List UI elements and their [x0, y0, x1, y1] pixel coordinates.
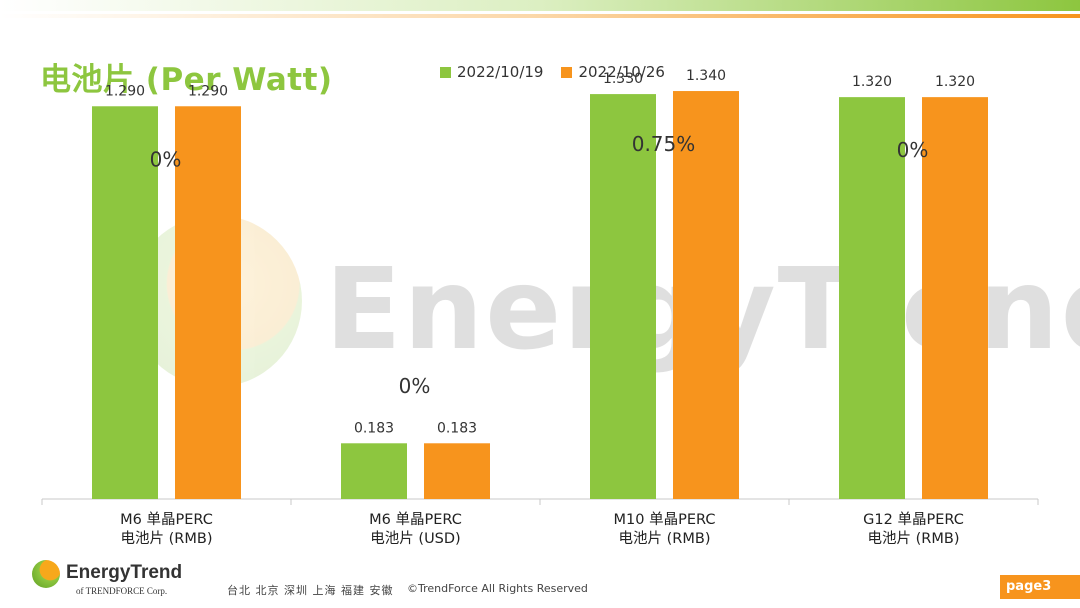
data-label: 1.320	[935, 74, 975, 90]
data-label: 0.183	[354, 420, 394, 436]
top-gradient-bar	[0, 0, 1080, 18]
change-label: 0%	[150, 147, 182, 171]
legend-item-series-1: 2022/10/19	[440, 63, 543, 81]
data-label: 1.340	[686, 68, 726, 84]
x-tick-label: M10 单晶PERC	[614, 511, 716, 528]
footer-cities: 台北 北京 深圳 上海 福建 安徽	[227, 584, 394, 597]
bar-2-cat-3	[673, 91, 739, 500]
data-label: 1.320	[852, 74, 892, 90]
legend-label-series-1: 2022/10/19	[457, 63, 544, 81]
page-number: page3	[1000, 575, 1080, 599]
x-tick-label: 电池片 (USD)	[370, 530, 460, 547]
data-label: 1.290	[105, 83, 145, 99]
data-label: 1.290	[188, 83, 228, 99]
footer-logo: EnergyTrend of TRENDFORCE Corp.	[32, 558, 192, 602]
logo-subtext: of TRENDFORCE Corp.	[76, 586, 168, 596]
data-label: 1.330	[603, 71, 643, 87]
bar-2-cat-1	[175, 106, 241, 500]
bar-2-cat-2	[424, 443, 490, 499]
legend-label-series-2: 2022/10/26	[578, 63, 665, 81]
data-label: 0.183	[437, 420, 477, 436]
chart-legend: 2022/10/19 2022/10/26	[440, 63, 665, 81]
x-tick-label: 电池片 (RMB)	[121, 530, 213, 547]
footer-copyright: ©TrendForce All Rights Reserved	[407, 582, 588, 595]
x-tick-label: 电池片 (RMB)	[868, 530, 960, 547]
bar-1-cat-1	[92, 106, 158, 500]
logo-text: EnergyTrend	[66, 562, 183, 583]
bar-1-cat-4	[839, 97, 905, 499]
page-title: 电池片 (Per Watt)	[40, 62, 333, 98]
bar-1-cat-2	[341, 443, 407, 499]
x-tick-label: 电池片 (RMB)	[619, 530, 711, 547]
change-label: 0.75%	[632, 132, 696, 156]
energytrend-logo-icon	[32, 560, 60, 588]
bar-chart: 1.290 1.290 M6 单晶PERC 电池片 (RMB) 0% 0.183 0.183…	[41, 68, 1039, 547]
legend-item-series-2: 2022/10/26	[561, 63, 665, 81]
legend-swatch-series-1	[440, 66, 451, 78]
change-label: 0%	[399, 374, 431, 398]
change-label: 0%	[897, 138, 929, 162]
x-tick-label: M6 单晶PERC	[120, 511, 213, 528]
legend-swatch-series-2	[561, 66, 573, 78]
x-tick-label: M6 单晶PERC	[369, 511, 462, 528]
x-tick-label: G12 单晶PERC	[863, 511, 964, 528]
bar-2-cat-4	[922, 97, 988, 499]
bar-1-cat-3	[590, 94, 656, 499]
